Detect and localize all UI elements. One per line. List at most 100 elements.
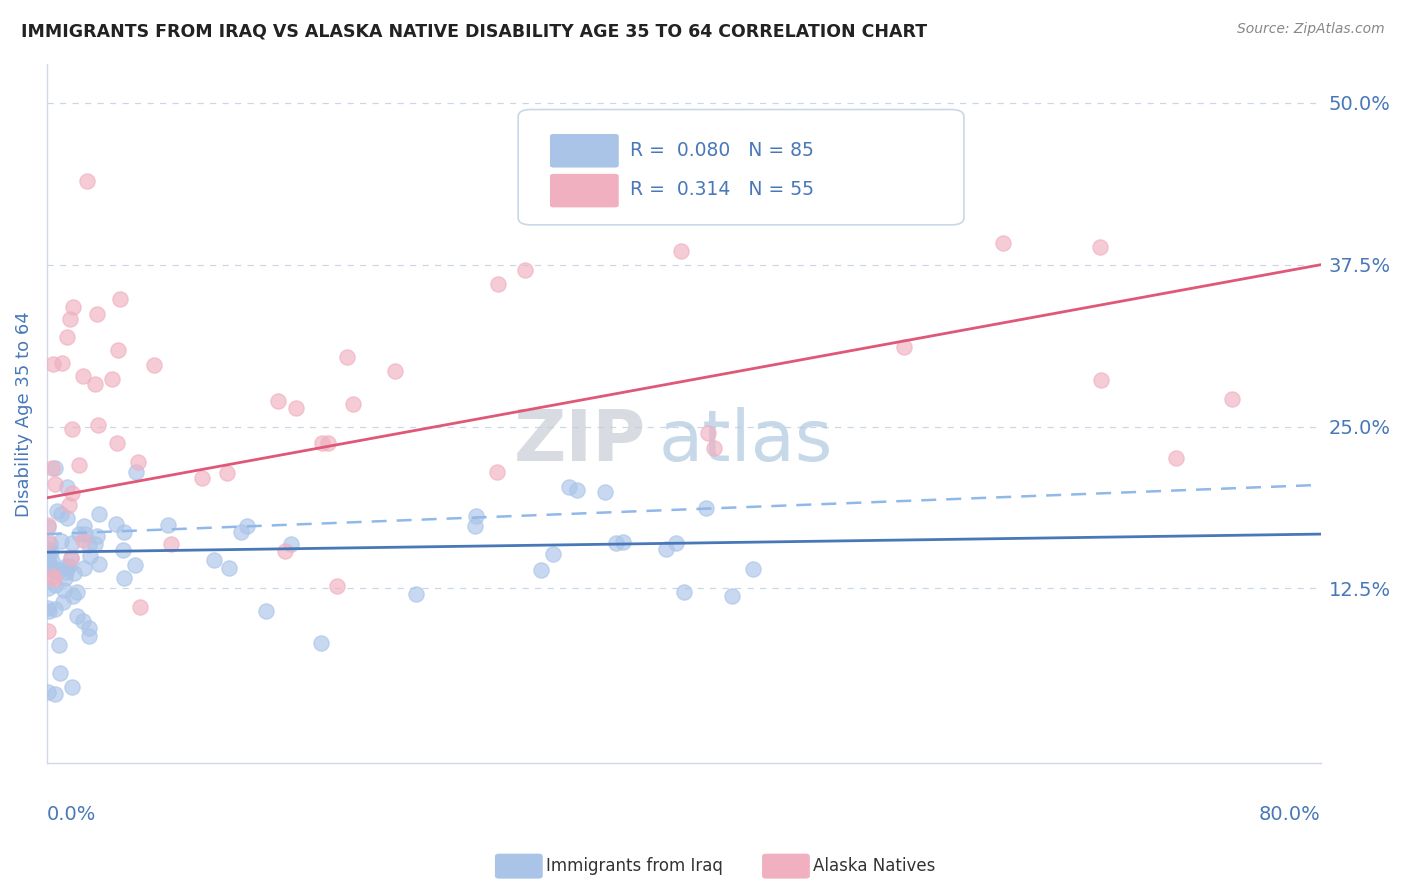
Point	[59, 311, 82, 326]
Point	[39, 545, 62, 559]
Point	[342, 397, 364, 411]
Point	[60, 486, 83, 500]
Point	[107, 343, 129, 358]
Point	[721, 590, 744, 604]
Point	[405, 587, 427, 601]
Point	[316, 435, 339, 450]
Point	[55, 511, 77, 525]
Point	[60, 536, 83, 550]
Point	[60, 680, 83, 694]
Point	[62, 301, 84, 315]
Point	[37, 600, 59, 615]
Point	[41, 563, 63, 577]
Point	[79, 621, 101, 635]
FancyBboxPatch shape	[550, 134, 619, 168]
Point	[108, 292, 131, 306]
Point	[37, 542, 59, 557]
Point	[79, 538, 101, 552]
Point	[157, 517, 180, 532]
Point	[63, 566, 86, 580]
Point	[51, 356, 73, 370]
Point	[58, 498, 80, 512]
Point	[160, 537, 183, 551]
Point	[101, 372, 124, 386]
Point	[49, 665, 72, 680]
Point	[72, 614, 94, 628]
Point	[515, 263, 537, 277]
Point	[38, 546, 60, 560]
Point	[55, 330, 77, 344]
Point	[41, 554, 63, 568]
Point	[105, 516, 128, 531]
Point	[541, 547, 564, 561]
Point	[565, 483, 588, 497]
Point	[66, 609, 89, 624]
Point	[191, 471, 214, 485]
Point	[1222, 392, 1244, 406]
Point	[991, 235, 1014, 250]
Point	[37, 517, 59, 532]
Point	[235, 519, 257, 533]
Point	[44, 578, 66, 592]
Point	[52, 595, 75, 609]
Point	[557, 480, 579, 494]
Text: R =  0.080   N = 85: R = 0.080 N = 85	[630, 141, 814, 160]
Point	[67, 458, 90, 473]
Point	[72, 533, 94, 548]
Point	[127, 455, 149, 469]
Point	[55, 565, 77, 579]
Point	[83, 377, 105, 392]
Point	[105, 436, 128, 450]
Text: ZIP: ZIP	[513, 407, 645, 476]
Point	[143, 358, 166, 372]
Point	[44, 573, 66, 587]
Point	[86, 307, 108, 321]
Point	[112, 525, 135, 540]
Point	[612, 535, 634, 549]
Point	[56, 480, 79, 494]
Point	[285, 401, 308, 415]
Point	[66, 584, 89, 599]
Point	[38, 558, 60, 572]
Point	[73, 561, 96, 575]
Point	[486, 465, 509, 479]
Point	[229, 524, 252, 539]
Point	[41, 460, 63, 475]
Point	[741, 562, 763, 576]
Text: R =  0.314   N = 55: R = 0.314 N = 55	[630, 180, 814, 200]
Point	[215, 467, 238, 481]
Point	[38, 563, 60, 577]
Point	[669, 244, 692, 259]
Text: Immigrants from Iraq: Immigrants from Iraq	[546, 857, 723, 875]
Point	[87, 417, 110, 432]
Point	[44, 477, 66, 491]
Point	[465, 508, 488, 523]
Point	[1090, 240, 1112, 254]
Point	[218, 561, 240, 575]
Point	[55, 558, 77, 573]
Point	[37, 562, 59, 576]
Point	[49, 534, 72, 549]
Point	[1164, 450, 1187, 465]
Text: Alaska Natives: Alaska Natives	[813, 857, 935, 875]
FancyBboxPatch shape	[519, 110, 965, 225]
Point	[202, 553, 225, 567]
Point	[37, 581, 59, 595]
Point	[46, 504, 69, 518]
Point	[672, 584, 695, 599]
Point	[893, 340, 915, 354]
Point	[605, 536, 627, 550]
Point	[1090, 373, 1112, 387]
Point	[37, 685, 59, 699]
Point	[48, 638, 70, 652]
Point	[72, 368, 94, 383]
Point	[665, 536, 688, 550]
Point	[38, 604, 60, 618]
Point	[384, 364, 406, 378]
Point	[56, 560, 79, 574]
Point	[62, 422, 84, 436]
Point	[111, 542, 134, 557]
Point	[336, 350, 359, 364]
Point	[53, 571, 76, 585]
Point	[593, 484, 616, 499]
